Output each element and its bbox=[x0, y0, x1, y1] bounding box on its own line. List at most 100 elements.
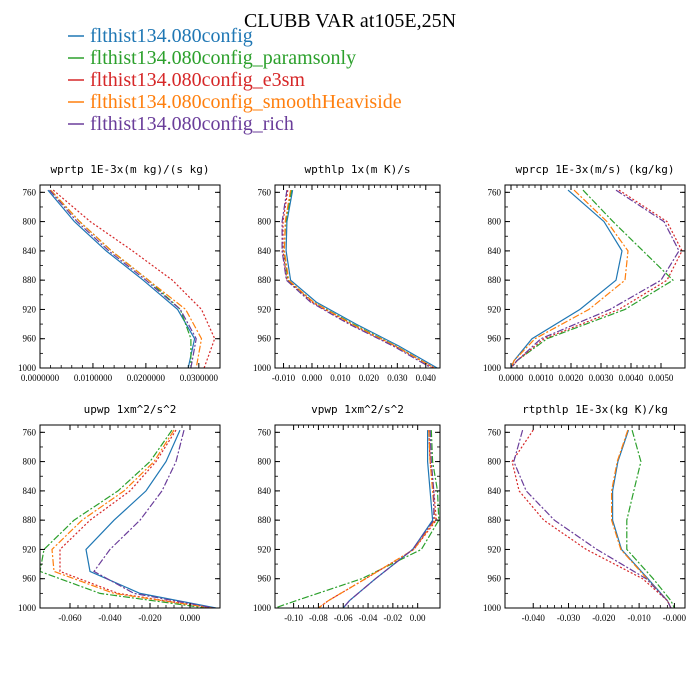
x-tick-label: -0.010 bbox=[627, 613, 651, 623]
y-tick-label: 920 bbox=[258, 544, 272, 554]
legend-entry: flthist134.080config_paramsonly bbox=[68, 47, 356, 69]
x-tick-label: -0.000 bbox=[663, 613, 687, 623]
y-tick-label: 1000 bbox=[253, 603, 272, 613]
series-line bbox=[283, 189, 435, 368]
x-tick-label: -0.040 bbox=[522, 613, 546, 623]
series-line bbox=[511, 429, 672, 608]
y-tick-label: 920 bbox=[23, 304, 37, 314]
x-tick-label: -0.02 bbox=[383, 613, 402, 623]
x-tick-label: 0.0010 bbox=[529, 373, 554, 383]
series-line bbox=[342, 430, 434, 608]
series-group bbox=[281, 189, 438, 368]
legend-label: flthist134.080config_e3sm bbox=[90, 69, 305, 91]
series-line bbox=[342, 430, 435, 608]
x-tick-label: -0.030 bbox=[557, 613, 581, 623]
y-tick-label: 760 bbox=[488, 187, 502, 197]
plot-frame bbox=[274, 424, 441, 609]
plot-frame bbox=[39, 424, 221, 609]
legend-label: flthist134.080config_paramsonly bbox=[90, 47, 356, 69]
y-tick-label: 800 bbox=[258, 457, 272, 467]
series-line bbox=[510, 189, 683, 368]
chart-panel: wprcp 1E-3x(m/s) (kg/kg) 760 800 840 880 920 9… bbox=[483, 163, 686, 383]
y-tick-label: 1000 bbox=[483, 603, 502, 613]
x-tick-label: -0.020 bbox=[592, 613, 616, 623]
series-line bbox=[510, 189, 623, 368]
series-group bbox=[47, 189, 216, 368]
legend-label: flthist134.080config_smoothHeaviside bbox=[90, 91, 402, 113]
y-tick-label: 880 bbox=[258, 275, 272, 285]
x-tick-label: 0.0000 bbox=[499, 373, 524, 383]
x-tick-label: -0.020 bbox=[138, 613, 162, 623]
chart-panel: upwp 1xm^2/s^2 760 800 840 880 920 960 1000 -0.0… bbox=[18, 403, 221, 623]
legend-label: flthist134.080config_rich bbox=[90, 113, 294, 135]
x-tick-label: -0.040 bbox=[98, 613, 122, 623]
y-tick-label: 920 bbox=[258, 304, 272, 314]
x-tick-label: 0.010 bbox=[330, 373, 351, 383]
chart-panel: wprtp 1E-3x(m kg)/(s kg) 760 800 840 880 920 9… bbox=[18, 163, 221, 383]
y-tick-label: 840 bbox=[258, 246, 272, 256]
y-tick-label: 920 bbox=[23, 544, 37, 554]
series-line bbox=[281, 190, 432, 368]
x-tick-label: 0.0040 bbox=[619, 373, 644, 383]
panel-title: upwp 1xm^2/s^2 bbox=[84, 403, 177, 416]
chart-panel: wpthlp 1x(m K)/s 760 800 840 880 920 960 1000-0… bbox=[253, 163, 441, 383]
series-group bbox=[275, 430, 440, 608]
legend-entry: flthist134.080config_rich bbox=[68, 113, 294, 135]
chart-panel: vpwp 1xm^2/s^2 760 800 840 880 920 960 1000 -0.1… bbox=[253, 403, 441, 623]
y-tick-label: 1000 bbox=[18, 603, 37, 613]
y-tick-label: 960 bbox=[488, 574, 502, 584]
series-line bbox=[626, 429, 675, 608]
x-tick-label: 0.040 bbox=[416, 373, 437, 383]
y-tick-label: 840 bbox=[488, 246, 502, 256]
x-tick-label: -0.08 bbox=[309, 613, 328, 623]
y-tick-label: 960 bbox=[258, 334, 272, 344]
y-tick-label: 960 bbox=[488, 334, 502, 344]
x-tick-label: -0.10 bbox=[284, 613, 303, 623]
y-tick-label: 840 bbox=[23, 246, 37, 256]
series-group bbox=[510, 189, 683, 368]
panel-title: wprcp 1E-3x(m/s) (kg/kg) bbox=[516, 163, 675, 176]
panel-title: vpwp 1xm^2/s^2 bbox=[311, 403, 404, 416]
y-tick-label: 840 bbox=[488, 486, 502, 496]
plot-frame bbox=[504, 184, 686, 369]
series-line bbox=[611, 429, 672, 608]
series-group bbox=[511, 429, 675, 608]
x-tick-label: -0.04 bbox=[359, 613, 378, 623]
x-tick-label: 0.0020 bbox=[559, 373, 584, 383]
legend-label: flthist134.080config bbox=[90, 25, 253, 47]
x-tick-label: -0.010 bbox=[272, 373, 296, 383]
y-tick-label: 840 bbox=[23, 486, 37, 496]
series-line bbox=[282, 190, 435, 368]
series-line bbox=[40, 429, 207, 608]
series-line bbox=[510, 189, 629, 368]
y-tick-label: 960 bbox=[258, 574, 272, 584]
y-tick-label: 880 bbox=[488, 275, 502, 285]
legend-entry: flthist134.080config bbox=[68, 25, 253, 47]
series-line bbox=[47, 189, 196, 368]
y-tick-label: 800 bbox=[23, 457, 37, 467]
series-line bbox=[93, 429, 215, 608]
panel-title: wprtp 1E-3x(m kg)/(s kg) bbox=[51, 163, 210, 176]
series-line bbox=[510, 189, 680, 368]
series-line bbox=[50, 189, 192, 368]
x-tick-label: 0.000 bbox=[302, 373, 323, 383]
plot-frame bbox=[39, 184, 221, 369]
plot-frame bbox=[504, 424, 686, 609]
y-tick-label: 960 bbox=[23, 334, 37, 344]
y-tick-label: 880 bbox=[488, 515, 502, 525]
y-tick-label: 920 bbox=[488, 304, 502, 314]
x-tick-label: 0.030 bbox=[387, 373, 408, 383]
x-tick-label: 0.0000000 bbox=[21, 373, 60, 383]
y-tick-label: 1000 bbox=[18, 363, 37, 373]
x-tick-label: 0.0200000 bbox=[127, 373, 166, 383]
series-line bbox=[51, 429, 213, 608]
x-tick-label: -0.06 bbox=[334, 613, 353, 623]
y-tick-label: 880 bbox=[23, 515, 37, 525]
y-tick-label: 840 bbox=[258, 486, 272, 496]
y-tick-label: 880 bbox=[258, 515, 272, 525]
y-tick-label: 880 bbox=[23, 275, 37, 285]
series-line bbox=[85, 429, 217, 608]
series-line bbox=[610, 429, 672, 608]
panel-title: wpthlp 1x(m K)/s bbox=[305, 163, 411, 176]
